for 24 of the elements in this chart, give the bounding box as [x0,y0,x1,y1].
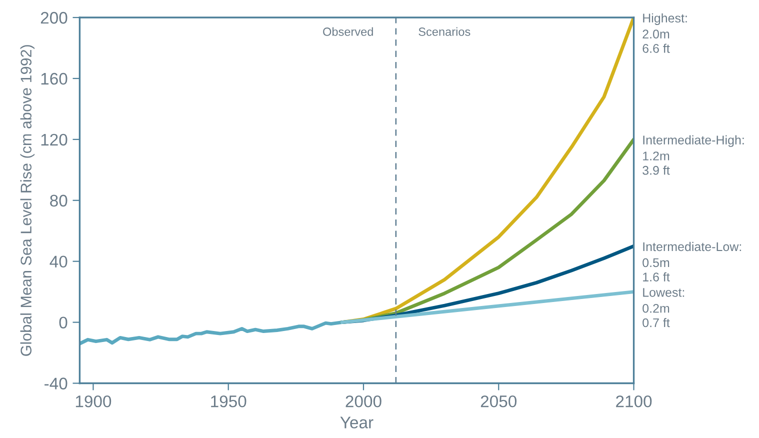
x-tick-label: 1900 [76,395,112,408]
y-tick-label: 200 [40,12,68,24]
y-tick-label: 0 [59,316,68,328]
y-tick-label: 160 [41,72,68,85]
series-label: Intermediate-Low: [643,242,742,252]
x-axis-title: Year [340,416,374,428]
text: 0.5m 1.6 ft [642,258,670,282]
x-tick-label: 2100 [616,395,652,408]
text: 0.2m 0.7 ft [642,304,670,328]
annotation: Scenarios [418,27,470,36]
text: 2.0m 6.6 ft [642,30,670,53]
series-label: Lowest: [643,288,684,297]
x-tick-label: 1950 [211,395,246,408]
series-label: Intermediate-High: [643,135,744,147]
series-label: Highest: [643,13,687,26]
annotation: Observed [323,27,373,36]
y-tick-label: 120 [41,134,68,146]
y-tick-label: 40 [50,256,68,268]
y-axis-title: Global Mean Sea Level Rise (cm above 1992) [20,45,35,356]
y-tick-label: 80 [50,194,68,207]
y-tick-label: -40 [44,378,68,390]
x-tick-label: 2050 [480,395,517,408]
x-tick-label: 2000 [346,395,382,408]
text: 1.2m 3.9 ft [642,152,670,175]
